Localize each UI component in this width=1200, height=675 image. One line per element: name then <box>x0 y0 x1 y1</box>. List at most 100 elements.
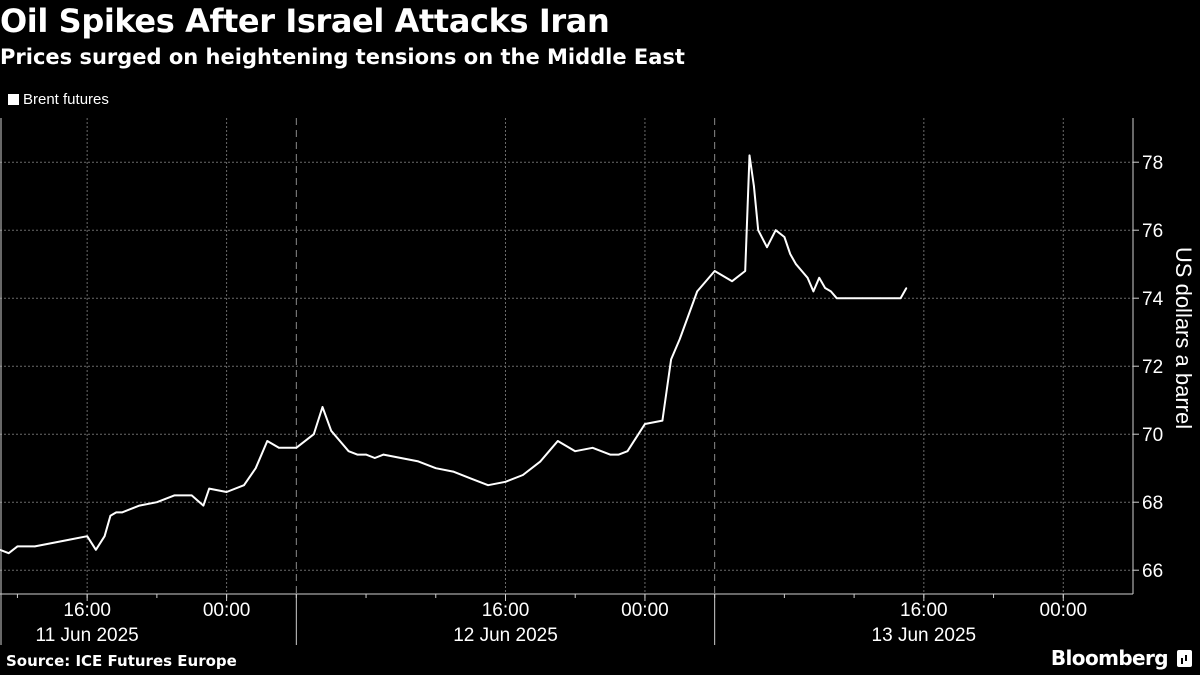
data-point <box>626 450 629 453</box>
data-point <box>789 253 791 255</box>
bloomberg-chart-icon <box>1177 650 1192 667</box>
data-point <box>86 535 88 537</box>
data-point <box>713 270 716 272</box>
data-point <box>243 484 245 487</box>
data-point <box>731 280 733 283</box>
y-tick-label: 78 <box>1142 153 1163 174</box>
data-point <box>557 440 559 442</box>
x-date-label: 11 Jun 2025 <box>36 625 139 646</box>
data-point <box>661 419 664 422</box>
data-point <box>190 494 193 497</box>
data-point <box>894 297 896 300</box>
data-point <box>103 535 106 537</box>
data-point <box>899 297 902 300</box>
data-point <box>115 511 117 514</box>
legend-swatch <box>8 94 19 105</box>
data-point <box>879 297 882 300</box>
data-point <box>16 545 19 548</box>
source-note: Source: ICE Futures Europe <box>6 652 237 670</box>
data-point <box>696 290 698 293</box>
data-point <box>278 447 280 449</box>
data-point <box>487 484 489 487</box>
data-point <box>783 236 786 238</box>
data-point <box>888 297 890 300</box>
data-point <box>862 297 864 300</box>
legend: Brent futures <box>8 91 109 108</box>
series-line-brent <box>0 154 908 555</box>
data-point <box>504 481 507 483</box>
data-point <box>469 477 472 480</box>
data-point <box>774 229 777 231</box>
data-point <box>208 487 210 490</box>
x-tick-label: 16:00 <box>900 600 948 621</box>
data-point <box>435 467 437 470</box>
y-tick-label: 74 <box>1142 289 1164 310</box>
data-point <box>295 447 298 449</box>
chart-subtitle: Prices surged on heightening tensions on… <box>0 45 685 69</box>
data-point <box>609 453 611 456</box>
data-point <box>400 457 402 459</box>
data-point <box>225 491 228 493</box>
data-point <box>753 185 755 187</box>
data-point <box>374 457 376 459</box>
x-date-label: 13 Jun 2025 <box>872 625 977 646</box>
data-point <box>679 338 681 340</box>
y-tick-label: 72 <box>1142 357 1163 378</box>
data-point <box>0 549 1 551</box>
data-point <box>7 552 10 554</box>
x-tick-label: 00:00 <box>1040 600 1088 621</box>
data-point <box>818 277 820 279</box>
data-point <box>138 504 141 507</box>
data-point <box>905 287 908 289</box>
y-tick-label: 66 <box>1142 561 1163 582</box>
data-point <box>766 246 768 248</box>
bloomberg-logo: Bloomberg <box>1050 646 1169 670</box>
data-point <box>266 440 269 442</box>
data-point <box>835 297 838 300</box>
data-point <box>95 549 97 551</box>
data-point <box>591 447 594 449</box>
x-tick-label: 00:00 <box>621 600 669 621</box>
data-point <box>417 460 420 463</box>
data-point <box>452 470 455 473</box>
x-tick-label: 00:00 <box>203 600 251 621</box>
y-tick-label: 76 <box>1142 221 1163 242</box>
data-point <box>830 290 832 293</box>
data-point <box>321 406 324 408</box>
x-tick-label: 16:00 <box>482 600 530 621</box>
data-point <box>539 460 542 463</box>
data-point <box>744 270 746 272</box>
data-point <box>801 270 803 272</box>
data-point <box>574 450 576 453</box>
data-point <box>853 297 855 300</box>
data-point <box>347 450 350 453</box>
data-point <box>548 450 550 453</box>
data-point <box>121 511 123 514</box>
data-point <box>365 453 367 456</box>
data-point <box>51 542 54 544</box>
y-axis-title: US dollars a barrel <box>1171 247 1196 429</box>
data-point <box>670 358 672 361</box>
data-point <box>824 287 826 289</box>
data-point <box>156 501 158 504</box>
data-point <box>356 453 359 456</box>
data-point <box>757 229 759 231</box>
data-point <box>870 297 873 300</box>
y-tick-label: 68 <box>1142 493 1163 514</box>
data-point <box>254 467 257 470</box>
x-date-label: 12 Jun 2025 <box>453 625 558 646</box>
data-point <box>34 545 36 548</box>
data-point <box>644 423 646 425</box>
data-point <box>173 494 176 497</box>
data-point <box>109 515 112 517</box>
x-tick-label: 16:00 <box>63 600 111 621</box>
y-tick-label: 70 <box>1142 425 1163 446</box>
data-point <box>522 474 524 476</box>
data-point <box>795 263 797 266</box>
data-point <box>618 453 620 456</box>
data-point <box>844 297 847 300</box>
data-point <box>313 433 315 436</box>
data-point <box>202 504 205 507</box>
data-point <box>68 538 71 541</box>
